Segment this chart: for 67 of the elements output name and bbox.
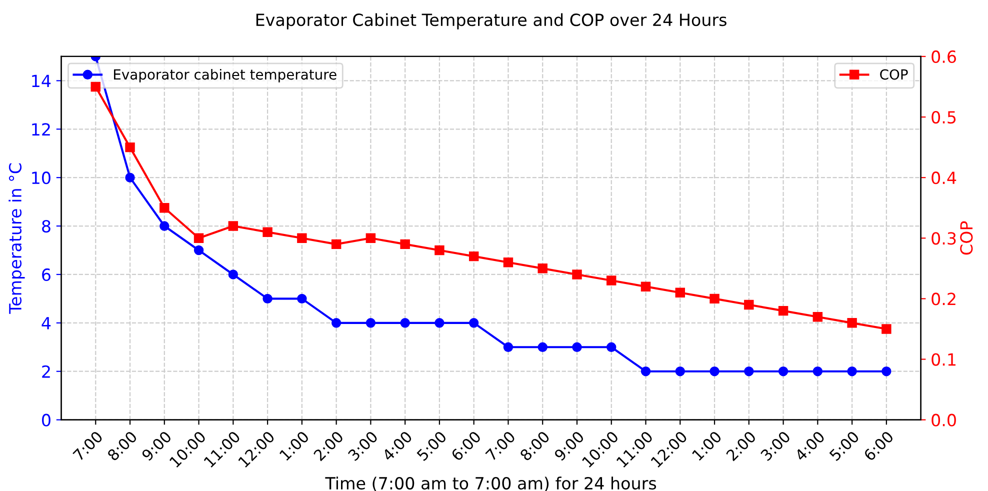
point <box>778 366 788 376</box>
point <box>606 276 616 286</box>
point <box>710 294 720 304</box>
point <box>400 239 410 250</box>
y2-tick-label: 0.1 <box>932 353 956 366</box>
point <box>882 324 892 334</box>
point <box>882 366 892 376</box>
y-tick-label: 8 <box>42 220 50 233</box>
point <box>228 221 238 231</box>
point <box>194 233 204 243</box>
y-tick-label: 0 <box>42 414 50 426</box>
point <box>675 288 685 298</box>
point <box>160 202 170 213</box>
y2-tick-label: 0.3 <box>932 232 956 245</box>
point <box>434 245 444 256</box>
point <box>468 251 479 262</box>
point <box>847 366 857 376</box>
point <box>331 239 342 250</box>
point <box>538 264 548 274</box>
chart-title: Evaporator Cabinet Temperature and COP over 24 Hours <box>256 13 726 30</box>
point <box>366 233 376 243</box>
point <box>331 318 342 328</box>
point <box>606 342 616 352</box>
point <box>744 366 754 376</box>
y2-axis-title: COP <box>960 221 973 255</box>
point <box>160 221 170 231</box>
point <box>503 342 514 352</box>
y-tick-label: 14 <box>32 74 51 88</box>
point <box>434 318 444 328</box>
y-tick-label: 4 <box>42 317 51 330</box>
y-tick-label: 6 <box>42 268 50 282</box>
point <box>812 312 823 322</box>
point <box>468 318 479 328</box>
y2-tick-label: 0.2 <box>932 292 956 306</box>
y-axis-title: Temperature in °C <box>8 163 25 314</box>
point <box>572 270 582 280</box>
point <box>640 366 651 376</box>
point <box>297 294 307 304</box>
point <box>710 366 720 376</box>
point <box>194 245 204 256</box>
point <box>262 294 272 304</box>
point <box>847 318 857 328</box>
point <box>812 366 823 376</box>
point <box>778 306 788 316</box>
point <box>400 318 410 328</box>
y-tick-label: 12 <box>32 123 50 136</box>
point <box>228 270 238 280</box>
y2-tick-label: 0.4 <box>932 172 956 184</box>
point <box>744 300 754 310</box>
point <box>366 318 376 328</box>
point <box>538 342 548 352</box>
y2-tick-label: 0.0 <box>932 414 956 426</box>
point <box>262 227 272 237</box>
point <box>90 82 100 92</box>
y2-tick-label: 0.5 <box>932 110 956 124</box>
point <box>640 282 651 292</box>
point <box>503 257 514 268</box>
y2-tick-label: 0.6 <box>932 50 956 64</box>
point <box>572 342 582 352</box>
y-tick-label: 2 <box>42 365 50 378</box>
point <box>297 233 307 243</box>
point <box>675 366 685 376</box>
point <box>125 172 135 182</box>
y-tick-label: 10 <box>32 172 50 184</box>
legend-label: Evaporator cabinet temperature <box>114 68 336 82</box>
point <box>125 142 135 152</box>
legend-label: COP <box>880 69 908 80</box>
